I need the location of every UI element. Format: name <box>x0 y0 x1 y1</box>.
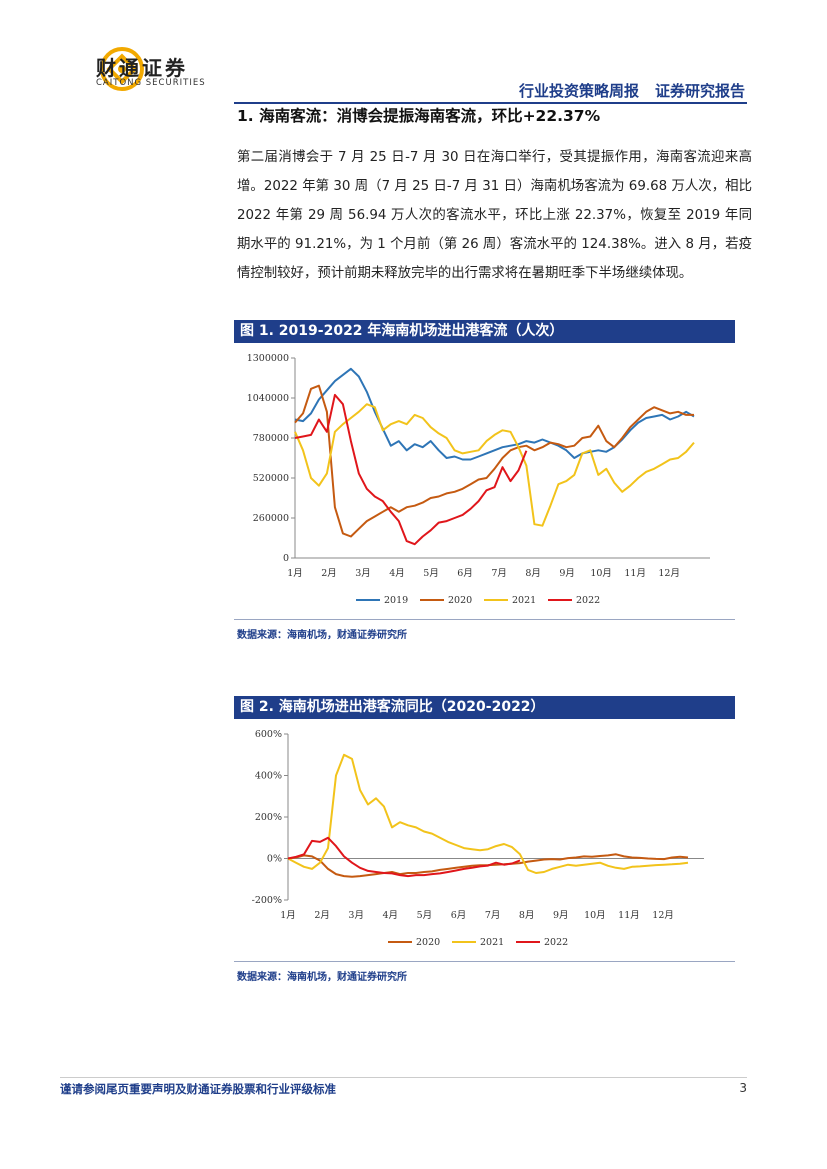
x-tick-label: 10月 <box>590 568 612 579</box>
x-tick-label: 3月 <box>348 910 364 921</box>
x-tick-label: 2月 <box>314 910 330 921</box>
figure1-title: 图 1. 2019-2022 年海南机场进出港客流（人次） <box>234 320 735 343</box>
x-tick-label: 6月 <box>451 910 467 921</box>
y-tick-label: 400% <box>255 771 282 782</box>
figure2-source: 数据来源：海南机场，财通证券研究所 <box>237 972 407 983</box>
y-tick-label: 1040000 <box>247 393 289 404</box>
legend-label-2021: 2021 <box>480 937 504 948</box>
x-tick-label: 11月 <box>624 568 646 579</box>
x-tick-label: 8月 <box>519 910 535 921</box>
x-tick-label: 10月 <box>584 910 606 921</box>
x-tick-label: 9月 <box>553 910 569 921</box>
series-line-2021 <box>294 403 695 527</box>
series-line-2021 <box>287 753 689 874</box>
figure2-chart: -200% 0% 200% 400% 600% 1月 2月 3月 4月 5月 6月 7月 8月 9月 10月… <box>252 729 704 948</box>
y-tick-label: 0% <box>267 854 282 865</box>
caitong-logo-icon <box>100 47 144 91</box>
x-tick-label: 9月 <box>559 568 575 579</box>
x-tick-label: 4月 <box>389 568 405 579</box>
legend-label-2020: 2020 <box>416 937 440 948</box>
y-tick-label: 1300000 <box>247 353 289 364</box>
legend-label-2020: 2020 <box>448 595 472 606</box>
footer-divider <box>60 1077 747 1078</box>
series-line-2019 <box>294 367 695 461</box>
x-tick-label: 6月 <box>457 568 473 579</box>
x-tick-label: 11月 <box>618 910 640 921</box>
logo-chinese-name: 财通证券 <box>96 56 188 80</box>
section-title: 1. 海南客流：消博会提振海南客流，环比+22.37% <box>237 107 601 125</box>
report-header: 行业投资策略周报 证券研究报告 <box>519 80 745 101</box>
x-tick-label: 8月 <box>525 568 541 579</box>
series-line-2020 <box>294 384 694 538</box>
y-tick-label: 200% <box>255 812 282 823</box>
y-tick-label: 260000 <box>253 513 289 524</box>
legend-label-2022: 2022 <box>544 937 568 948</box>
x-tick-label: 12月 <box>658 568 680 579</box>
page-number: 3 <box>739 1081 747 1095</box>
logo-english-name: CAITONG SECURITIES <box>96 78 206 88</box>
x-tick-label: 12月 <box>652 910 674 921</box>
x-tick-label: 7月 <box>491 568 507 579</box>
figure2-title: 图 2. 海南机场进出港客流同比（2020-2022） <box>234 696 735 719</box>
report-series: 证券研究报告 <box>654 82 745 100</box>
section-paragraph: 第二届消博会于 7 月 25 日-7 月 30 日在海口举行，受其提振作用，海南… <box>237 150 752 281</box>
y-tick-label: -200% <box>252 895 282 906</box>
y-tick-label: 520000 <box>253 473 289 484</box>
footer-disclaimer: 谨请参阅尾页重要声明及财通证券股票和行业评级标准 <box>60 1082 336 1096</box>
x-tick-label: 1月 <box>287 568 303 579</box>
x-tick-label: 5月 <box>423 568 439 579</box>
x-tick-label: 1月 <box>280 910 296 921</box>
figure1-source-divider <box>234 619 735 620</box>
report-type: 行业投资策略周报 <box>518 82 639 100</box>
figure1-chart: 0 260000 520000 780000 1040000 1300000 1月 2月 3月 4… <box>247 353 710 606</box>
legend-label-2019: 2019 <box>384 595 408 606</box>
figure1-source: 数据来源：海南机场，财通证券研究所 <box>237 630 407 641</box>
x-tick-label: 2月 <box>321 568 337 579</box>
x-tick-label: 4月 <box>383 910 399 921</box>
y-tick-label: 780000 <box>253 433 289 444</box>
series-line-2022 <box>287 836 521 878</box>
x-tick-label: 3月 <box>355 568 371 579</box>
y-tick-label: 0 <box>283 553 289 564</box>
figure2-source-divider <box>234 961 735 962</box>
header-divider <box>234 102 747 104</box>
legend-label-2021: 2021 <box>512 595 536 606</box>
series-line-2022 <box>294 393 528 546</box>
legend-label-2022: 2022 <box>576 595 600 606</box>
x-tick-label: 5月 <box>417 910 433 921</box>
y-tick-label: 600% <box>255 729 282 740</box>
x-tick-label: 7月 <box>485 910 501 921</box>
